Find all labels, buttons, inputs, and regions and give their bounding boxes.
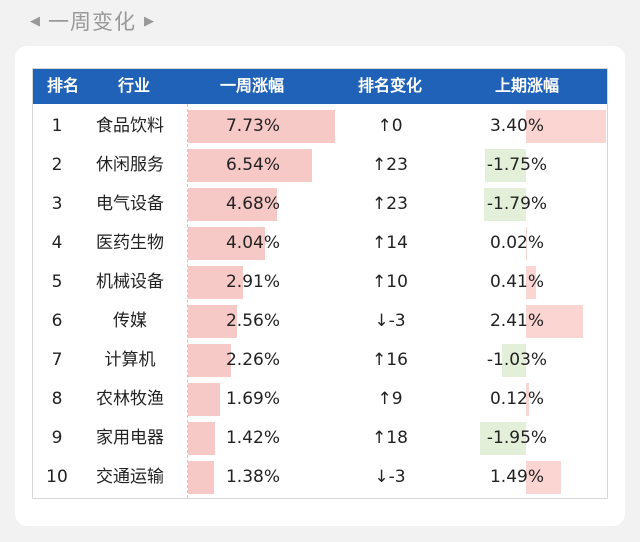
weekly-change-cell: 1.38%: [225, 467, 280, 487]
weekly-change-cell: 4.04%: [225, 233, 280, 253]
section-header: ◀ 一周变化 ▶: [30, 6, 154, 36]
table-row: 7 计算机 2.26% ↑16 -1.03%: [32, 341, 608, 380]
prev-bar-negative: [484, 149, 526, 182]
rank-cell: 5: [51, 272, 63, 292]
industry-cell: 计算机: [104, 350, 156, 370]
rank-cell: 8: [51, 389, 63, 409]
prev-bar-positive: [526, 266, 536, 299]
table-row: 2 休闲服务 6.54% ↑23 -1.75%: [32, 146, 608, 185]
rank-cell: 1: [51, 116, 63, 136]
weekly-bar: [188, 344, 231, 377]
prev-bar-positive: [526, 305, 583, 338]
rank-cell: 4: [51, 233, 63, 253]
column-divider: [187, 104, 188, 498]
prev-change-cell: 0.12%: [489, 389, 544, 409]
header-rank: 排名: [46, 76, 79, 95]
header-weekly: 一周涨幅: [219, 76, 284, 95]
prev-bar-negative: [480, 422, 526, 455]
rank-cell: 7: [51, 350, 63, 370]
prev-arrow-icon[interactable]: ◀: [30, 13, 40, 29]
industry-cell: 机械设备: [96, 272, 164, 292]
prev-change-cell: 0.02%: [489, 233, 544, 253]
weekly-bar: [188, 227, 265, 260]
industry-cell: 医药生物: [96, 233, 164, 253]
rank-change-cell: ↓-3: [374, 467, 406, 487]
weekly-change-cell: 6.54%: [225, 155, 280, 175]
weekly-bar: [188, 149, 313, 182]
prev-change-cell: 2.41%: [489, 311, 544, 331]
prev-change-cell: -1.03%: [486, 350, 548, 370]
rank-change-cell: ↓-3: [374, 311, 406, 331]
header-prev: 上期涨幅: [494, 76, 559, 95]
prev-change-cell: -1.79%: [486, 194, 548, 214]
rank-change-cell: ↑23: [372, 194, 408, 214]
rank-change-cell: ↑9: [377, 389, 403, 409]
prev-bar-positive: [526, 110, 606, 143]
industry-cell: 家用电器: [96, 428, 164, 448]
table-row: 4 医药生物 4.04% ↑14 0.02%: [32, 224, 608, 263]
prev-bar-positive: [526, 383, 529, 416]
industry-cell: 食品饮料: [96, 116, 164, 136]
rank-cell: 6: [51, 311, 63, 331]
prev-bar-negative: [501, 344, 526, 377]
rank-change-cell: ↑16: [372, 350, 408, 370]
prev-bar-negative: [483, 188, 526, 221]
rank-change-cell: ↑23: [372, 155, 408, 175]
weekly-bar: [188, 383, 221, 416]
weekly-bar: [188, 188, 277, 221]
industry-cell: 电气设备: [96, 194, 164, 214]
prev-change-cell: -1.95%: [486, 428, 548, 448]
weekly-bar: [188, 461, 215, 494]
weekly-change-cell: 1.42%: [225, 428, 280, 448]
weekly-change-cell: 1.69%: [225, 389, 280, 409]
rank-cell: 3: [51, 194, 63, 214]
weekly-change-cell: 2.26%: [225, 350, 280, 370]
weekly-bar: [188, 110, 335, 143]
industry-cell: 传媒: [113, 311, 147, 331]
header-industry: 行业: [117, 76, 150, 95]
next-arrow-icon[interactable]: ▶: [144, 13, 154, 29]
rank-change-cell: ↑18: [372, 428, 408, 448]
weekly-bar: [188, 266, 244, 299]
rank-change-cell: ↑10: [372, 272, 408, 292]
weekly-change-cell: 2.56%: [225, 311, 280, 331]
prev-change-cell: 1.49%: [489, 467, 544, 487]
prev-change-cell: 0.41%: [489, 272, 544, 292]
rank-cell: 10: [46, 467, 68, 487]
table-frame: [32, 68, 608, 499]
table-row: 10 交通运输 1.38% ↓-3 1.49%: [32, 458, 608, 497]
weekly-change-cell: 4.68%: [225, 194, 280, 214]
rank-cell: 9: [51, 428, 63, 448]
table-row: 8 农林牧渔 1.69% ↑9 0.12%: [32, 380, 608, 419]
rank-cell: 2: [51, 155, 63, 175]
weekly-bar: [188, 422, 215, 455]
section-title: 一周变化: [48, 10, 136, 34]
rank-change-cell: ↑14: [372, 233, 408, 253]
rank-change-cell: ↑0: [377, 116, 403, 136]
industry-cell: 休闲服务: [96, 155, 164, 175]
industry-cell: 农林牧渔: [96, 389, 164, 409]
prev-change-cell: -1.75%: [486, 155, 548, 175]
prev-bar-positive: [526, 461, 562, 494]
weekly-bar: [188, 305, 237, 338]
prev-change-cell: 3.40%: [489, 116, 544, 136]
weekly-change-cell: 7.73%: [225, 116, 280, 136]
industry-cell: 交通运输: [96, 467, 164, 487]
table-row: 3 电气设备 4.68% ↑23 -1.79%: [32, 185, 608, 224]
weekly-change-cell: 2.91%: [225, 272, 280, 292]
table-row: 6 传媒 2.56% ↓-3 2.41%: [32, 302, 608, 341]
table-row: 1 食品饮料 7.73% ↑0 3.40%: [32, 107, 608, 146]
table-row: 5 机械设备 2.91% ↑10 0.41%: [32, 263, 608, 302]
header-rank-change: 排名变化: [357, 76, 422, 95]
table-header: 排名 行业 一周涨幅 排名变化 上期涨幅: [32, 68, 608, 104]
table-row: 9 家用电器 1.42% ↑18 -1.95%: [32, 419, 608, 458]
